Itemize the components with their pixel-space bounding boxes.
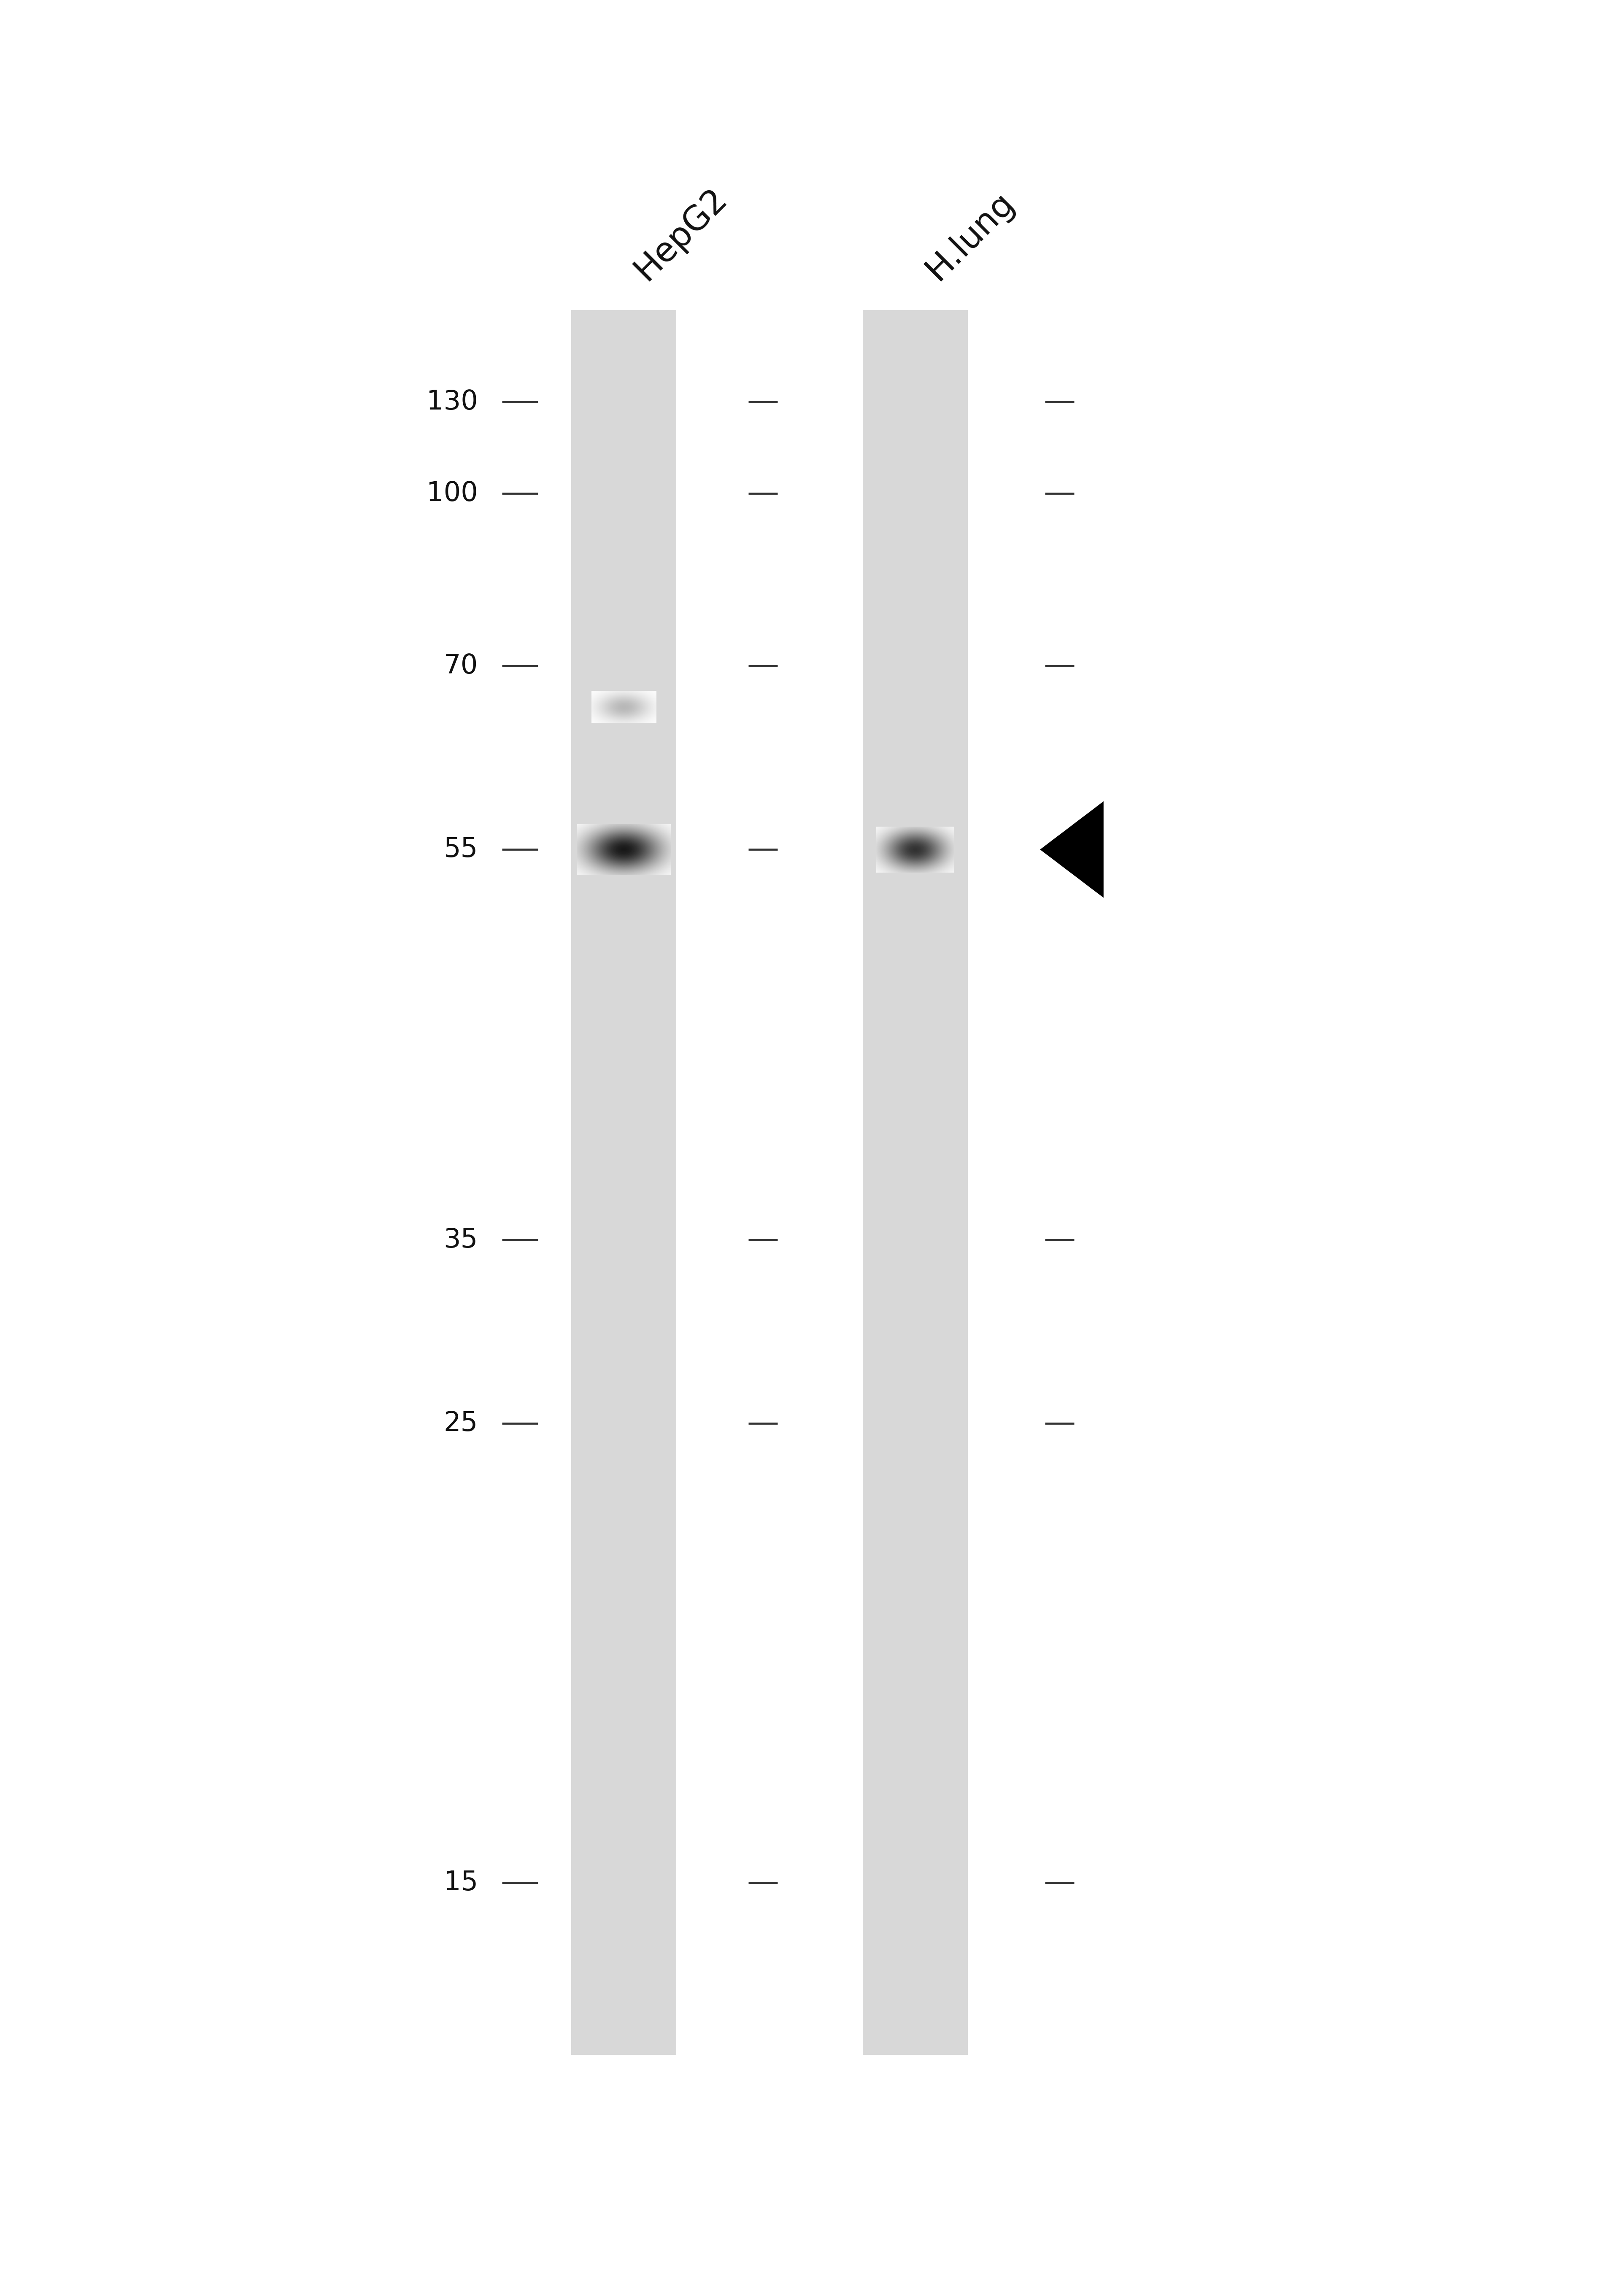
Text: 70: 70 [444, 652, 478, 680]
Text: 15: 15 [444, 1869, 478, 1896]
Bar [862, 310, 967, 2055]
Text: HepG2: HepG2 [629, 181, 734, 287]
Text: 100: 100 [426, 480, 478, 507]
Polygon shape [1040, 801, 1103, 898]
Text: 35: 35 [444, 1226, 478, 1254]
Text: H.lung: H.lung [920, 186, 1021, 287]
Text: 25: 25 [444, 1410, 478, 1437]
Bar [572, 310, 677, 2055]
Text: 130: 130 [426, 388, 478, 416]
Text: 55: 55 [444, 836, 478, 863]
